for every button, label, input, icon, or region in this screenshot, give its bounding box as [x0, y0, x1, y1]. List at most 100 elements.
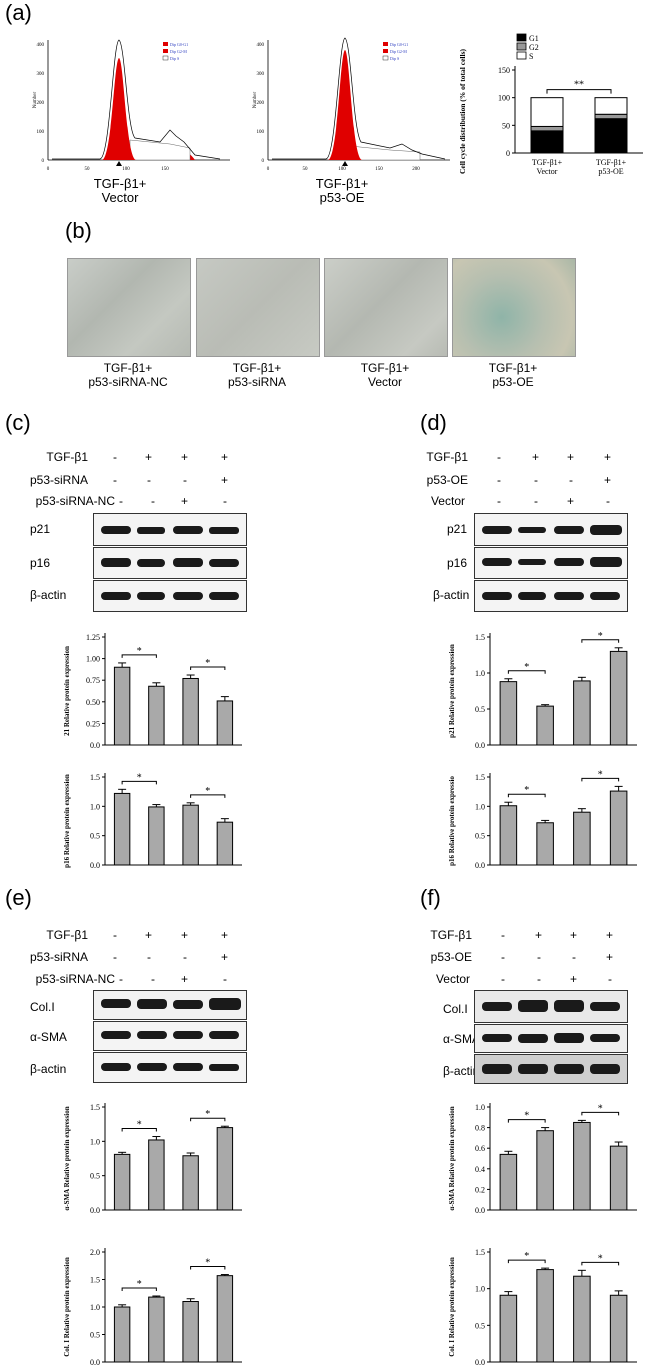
flow-histogram-vector: 0 100 200 300 400 Number 0 50 100 150 Di…	[33, 39, 230, 172]
blot-label: β-actin	[433, 588, 470, 602]
y-tick-label: 0.25	[86, 719, 100, 728]
y-tick-label: 0.5	[475, 705, 485, 714]
sign: +	[606, 950, 614, 964]
g1-peak	[102, 58, 136, 160]
caption-line: TGF-β1+	[488, 361, 538, 375]
significance-label: *	[598, 631, 603, 642]
bar	[216, 700, 234, 746]
sign: +	[567, 450, 575, 464]
y-tick-label: 0.4	[475, 1165, 485, 1174]
condition-label: p53-siRNA-NC	[35, 972, 115, 986]
panel-e-label: (e)	[5, 885, 32, 910]
sign: +	[535, 928, 543, 942]
y-tick-label: 1.5	[90, 1276, 100, 1285]
image-caption: TGF-β1+ p53-siRNA	[197, 361, 317, 389]
flow-ytick: 0	[262, 159, 265, 164]
sign: -	[113, 928, 117, 942]
significance-label: *	[205, 1109, 210, 1120]
caption-line: TGF-β1+	[103, 361, 153, 375]
bar	[573, 680, 591, 746]
y-tick-label: 0.0	[90, 861, 100, 870]
flow-ytick: 400	[37, 43, 45, 48]
western-blot-c	[93, 513, 247, 612]
stacked-bar-segment	[594, 97, 628, 115]
sign: -	[501, 972, 505, 986]
image-caption: TGF-β1+ p53-siRNA-NC	[68, 361, 188, 389]
caption-line: Vector	[367, 375, 403, 389]
sign: -	[183, 950, 187, 964]
condition-label: Vector	[435, 972, 470, 986]
bar	[148, 1139, 165, 1211]
sign: +	[604, 450, 612, 464]
bar	[536, 1130, 554, 1211]
panel-f-label: (f)	[420, 885, 441, 910]
y-tick-label: 0.2	[475, 1185, 485, 1194]
bar	[113, 792, 131, 866]
blot-label: Col.I	[30, 1000, 55, 1014]
sign: -	[147, 950, 151, 964]
microscopy-image-stained	[452, 258, 576, 357]
y-tick-label: 1.5	[90, 1103, 100, 1112]
condition-label: Vector	[430, 494, 465, 508]
sign: +	[181, 928, 189, 942]
flow-legend-item: Dip G2-M	[390, 49, 407, 54]
bar	[182, 804, 199, 866]
y-tick-label: 1.0	[475, 802, 485, 811]
bar	[113, 1153, 131, 1211]
microscopy-image	[324, 258, 448, 357]
sign: -	[147, 473, 151, 487]
sign: +	[221, 950, 229, 964]
significance-label: *	[598, 769, 603, 780]
sign: +	[181, 450, 189, 464]
legend-swatch	[516, 42, 527, 51]
sign: -	[497, 473, 501, 487]
stacked-bar-segment	[594, 118, 628, 154]
sign: -	[534, 494, 538, 508]
bar	[182, 1155, 199, 1211]
flow-xtick: 0	[47, 167, 50, 172]
flow-ytick: 100	[257, 130, 265, 135]
sign: -	[113, 450, 117, 464]
blot-label: p16	[30, 556, 51, 570]
stacked-bar-segment	[530, 130, 564, 154]
bar-chart-d-p21: 0.0 0.5 1.0 1.5 p21 Relative protein express…	[448, 631, 637, 750]
significance-label: **	[574, 80, 584, 91]
y-tick-label: 0.0	[475, 861, 485, 870]
caption-line: p53-siRNA-NC	[88, 375, 168, 389]
y-tick-label: 2.0	[90, 1248, 100, 1257]
bar	[536, 1269, 554, 1363]
y-axis-label: α-SMA Relative protein expression	[63, 1106, 71, 1210]
bar-chart-d-p16: 0.0 0.5 1.0 1.5 p16 Relative protein express…	[448, 769, 637, 870]
significance-label: *	[137, 772, 142, 783]
y-tick-label: 0.5	[90, 832, 100, 841]
caption-line: p53-OE	[492, 375, 534, 389]
image-caption: TGF-β1+ p53-OE	[453, 361, 573, 389]
sign: -	[497, 494, 501, 508]
y-tick-label: 0.5	[475, 1321, 485, 1330]
flow-ylabel: Number	[253, 91, 258, 108]
y-tick-label: 0.0	[475, 741, 485, 750]
flow-ytick: 100	[37, 130, 45, 135]
y-tick-label: 0.0	[90, 1206, 100, 1215]
bar	[148, 1296, 165, 1363]
significance-label: *	[524, 662, 529, 673]
western-blot-f	[474, 990, 628, 1084]
y-axis-label: Cell cycle distribution (% of total cell…	[458, 49, 467, 174]
blot-label: p21	[30, 522, 51, 536]
significance-bracket	[507, 793, 546, 798]
bar	[573, 811, 591, 866]
y-tick-label: 1.5	[475, 633, 485, 642]
significance-bracket	[581, 777, 620, 782]
y-axis-label: p16 Relative protein expression	[63, 774, 71, 868]
significance-bracket	[581, 639, 620, 643]
s-phase-hatch	[129, 139, 191, 161]
flow-histogram-p53-oe: 0 100 200 300 400 Number 0 50 100 150 20…	[253, 37, 450, 172]
sign: -	[501, 928, 505, 942]
legend-swatch	[516, 51, 527, 60]
stacked-bar-segment	[530, 97, 564, 127]
bar	[499, 1153, 518, 1211]
significance-label: *	[137, 646, 142, 657]
y-tick-label: 0.6	[475, 1144, 485, 1153]
sign: +	[604, 473, 612, 487]
bar	[573, 1275, 591, 1363]
